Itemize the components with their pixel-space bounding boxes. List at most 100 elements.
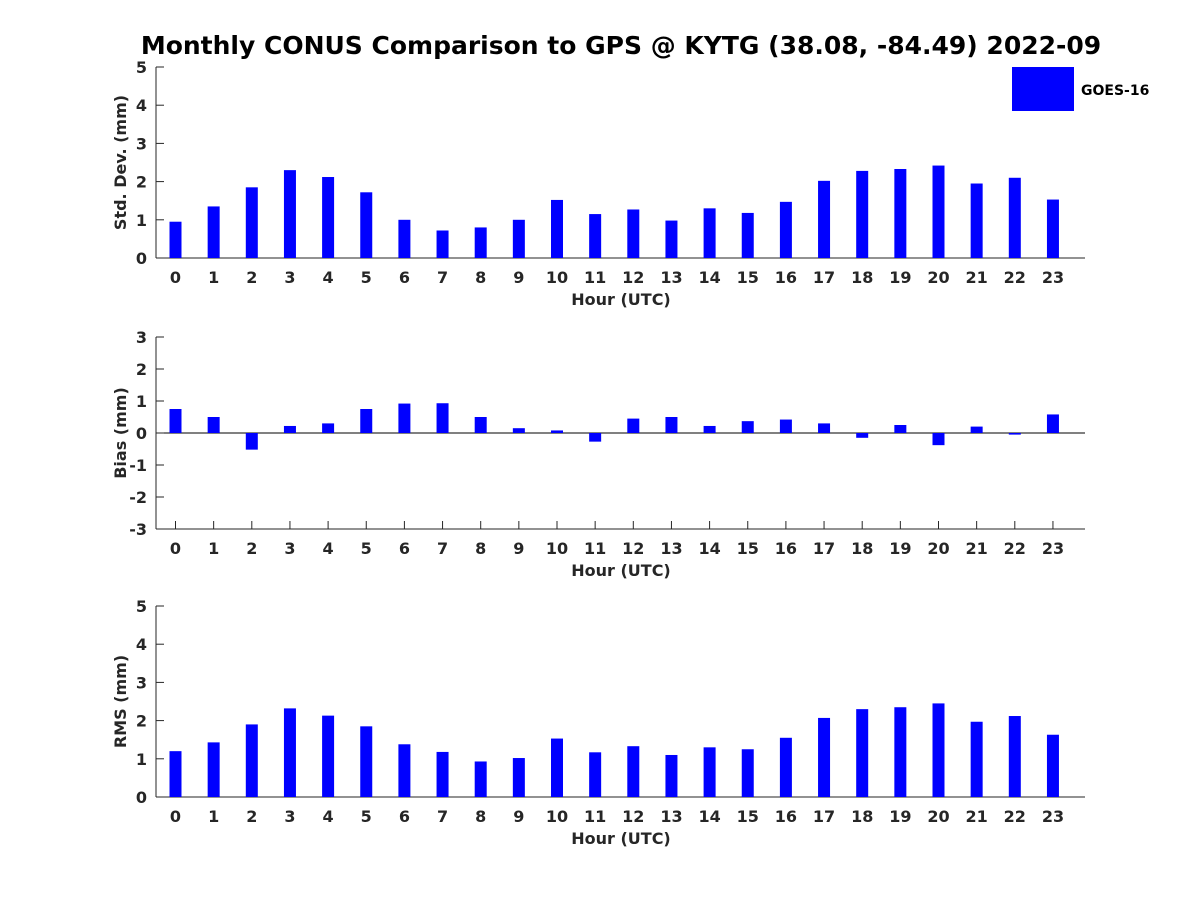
std-dev-x-tick-label: 9 [513, 268, 524, 287]
rms-x-tick-label: 9 [513, 807, 524, 826]
std-dev-bar-hour-10 [551, 199, 563, 258]
legend-label: GOES-16 [1081, 83, 1149, 99]
bias-x-tick-label: 22 [1004, 539, 1026, 558]
std-dev-x-tick-label: 8 [475, 268, 486, 287]
rms-bar-hour-18 [856, 709, 869, 797]
bias-x-tick-label: 13 [660, 539, 682, 558]
bias-bar-hour-15 [741, 421, 754, 433]
bias-x-tick-label: 21 [966, 539, 988, 558]
bias-x-tick-label: 6 [399, 539, 410, 558]
std-dev-bar-hour-6 [398, 219, 411, 258]
bias-y-tick-label: -2 [129, 488, 147, 507]
std-dev-bar-hour-19 [894, 168, 907, 258]
std-dev-x-tick-label: 18 [851, 268, 873, 287]
rms-bar-hour-14 [703, 747, 716, 797]
bias-x-tick-label: 11 [584, 539, 606, 558]
bias-y-tick-label: 0 [136, 424, 147, 443]
rms-x-tick-label: 21 [966, 807, 988, 826]
bias-bar-hour-9 [512, 428, 525, 433]
bias-x-tick-label: 16 [775, 539, 797, 558]
bias-x-tick-label: 9 [513, 539, 524, 558]
std-dev-x-tick-label: 22 [1004, 268, 1026, 287]
rms-x-tick-label: 10 [546, 807, 568, 826]
rms-bar-hour-10 [551, 738, 563, 797]
std-dev-x-tick-label: 1 [208, 268, 219, 287]
std-dev-bar-hour-12 [627, 209, 640, 258]
rms-bar-hour-11 [589, 752, 602, 797]
std-dev-x-tick-label: 12 [622, 268, 644, 287]
bias-x-tick-label: 5 [361, 539, 372, 558]
std-dev-bar-hour-8 [474, 227, 487, 258]
bias-x-tick-label: 1 [208, 539, 219, 558]
rms-x-tick-label: 14 [698, 807, 720, 826]
bias-x-tick-label: 15 [737, 539, 759, 558]
std-dev-bar-hour-3 [283, 170, 296, 258]
bias-bar-hour-11 [589, 433, 602, 442]
rms-x-tick-label: 6 [399, 807, 410, 826]
std-dev-bar-hour-4 [322, 177, 335, 258]
std-dev-x-tick-label: 11 [584, 268, 606, 287]
bias-bar-hour-2 [245, 433, 258, 450]
std-dev-bar-hour-16 [779, 201, 792, 258]
rms-y-tick-label: 0 [136, 788, 147, 807]
rms-y-tick-label: 1 [136, 750, 147, 769]
rms-bar-hour-4 [322, 715, 335, 797]
std-dev-y-tick-label: 5 [136, 58, 147, 77]
std-dev-y-axis-label: Std. Dev. (mm) [111, 95, 130, 230]
bias-bar-hour-13 [665, 417, 678, 433]
std-dev-y-tick-label: 4 [136, 96, 147, 115]
bias-x-tick-label: 23 [1042, 539, 1064, 558]
std-dev-x-tick-label: 19 [889, 268, 911, 287]
std-dev-x-tick-label: 23 [1042, 268, 1064, 287]
std-dev-x-axis-label: Hour (UTC) [571, 290, 671, 309]
std-dev-bar-hour-7 [436, 230, 449, 258]
std-dev-x-tick-label: 13 [660, 268, 682, 287]
std-dev-x-tick-label: 0 [170, 268, 181, 287]
std-dev-x-tick-label: 5 [361, 268, 372, 287]
rms-x-tick-label: 20 [927, 807, 949, 826]
bias-bar-hour-19 [894, 425, 907, 433]
rms-x-tick-label: 16 [775, 807, 797, 826]
rms-x-tick-label: 22 [1004, 807, 1026, 826]
std-dev-x-tick-label: 10 [546, 268, 568, 287]
bias-bar-hour-21 [970, 426, 983, 433]
std-dev-x-tick-label: 6 [399, 268, 410, 287]
std-dev-bar-hour-11 [589, 214, 602, 258]
rms-x-tick-label: 2 [246, 807, 257, 826]
bias-bar-hour-1 [207, 417, 220, 433]
std-dev-x-tick-label: 16 [775, 268, 797, 287]
rms-bar-hour-12 [627, 746, 640, 797]
std-dev-bar-hour-14 [703, 208, 716, 258]
bias-bar-hour-10 [551, 430, 563, 433]
bias-x-tick-label: 14 [698, 539, 720, 558]
rms-bar-hour-2 [245, 724, 258, 797]
bias-bar-hour-20 [932, 433, 945, 446]
bias-x-tick-label: 10 [546, 539, 568, 558]
std-dev-x-tick-label: 21 [966, 268, 988, 287]
rms-x-tick-label: 17 [813, 807, 835, 826]
rms-x-tick-label: 7 [437, 807, 448, 826]
bias-bar-hour-12 [627, 418, 640, 433]
std-dev-x-tick-label: 4 [323, 268, 334, 287]
bias-bar-hour-22 [1008, 433, 1021, 435]
std-dev-y-tick-label: 0 [136, 249, 147, 268]
rms-bar-hour-9 [512, 758, 525, 797]
rms-bar-hour-0 [169, 751, 182, 797]
std-dev-bar-hour-21 [970, 183, 983, 258]
rms-bar-hour-21 [970, 721, 983, 797]
rms-bar-hour-5 [360, 726, 373, 797]
bias-x-axis-label: Hour (UTC) [571, 561, 671, 580]
bias-y-tick-label: 3 [136, 328, 147, 347]
bias-bar-hour-0 [169, 409, 182, 433]
bias-y-tick-label: -3 [129, 520, 147, 539]
legend-swatch-goes-16 [1012, 67, 1074, 111]
std-dev-x-tick-label: 2 [246, 268, 257, 287]
bias-x-tick-label: 12 [622, 539, 644, 558]
std-dev-x-tick-label: 3 [284, 268, 295, 287]
rms-y-tick-label: 5 [136, 597, 147, 616]
chart-title: Monthly CONUS Comparison to GPS @ KYTG (… [141, 31, 1101, 60]
rms-bar-hour-20 [932, 703, 945, 797]
